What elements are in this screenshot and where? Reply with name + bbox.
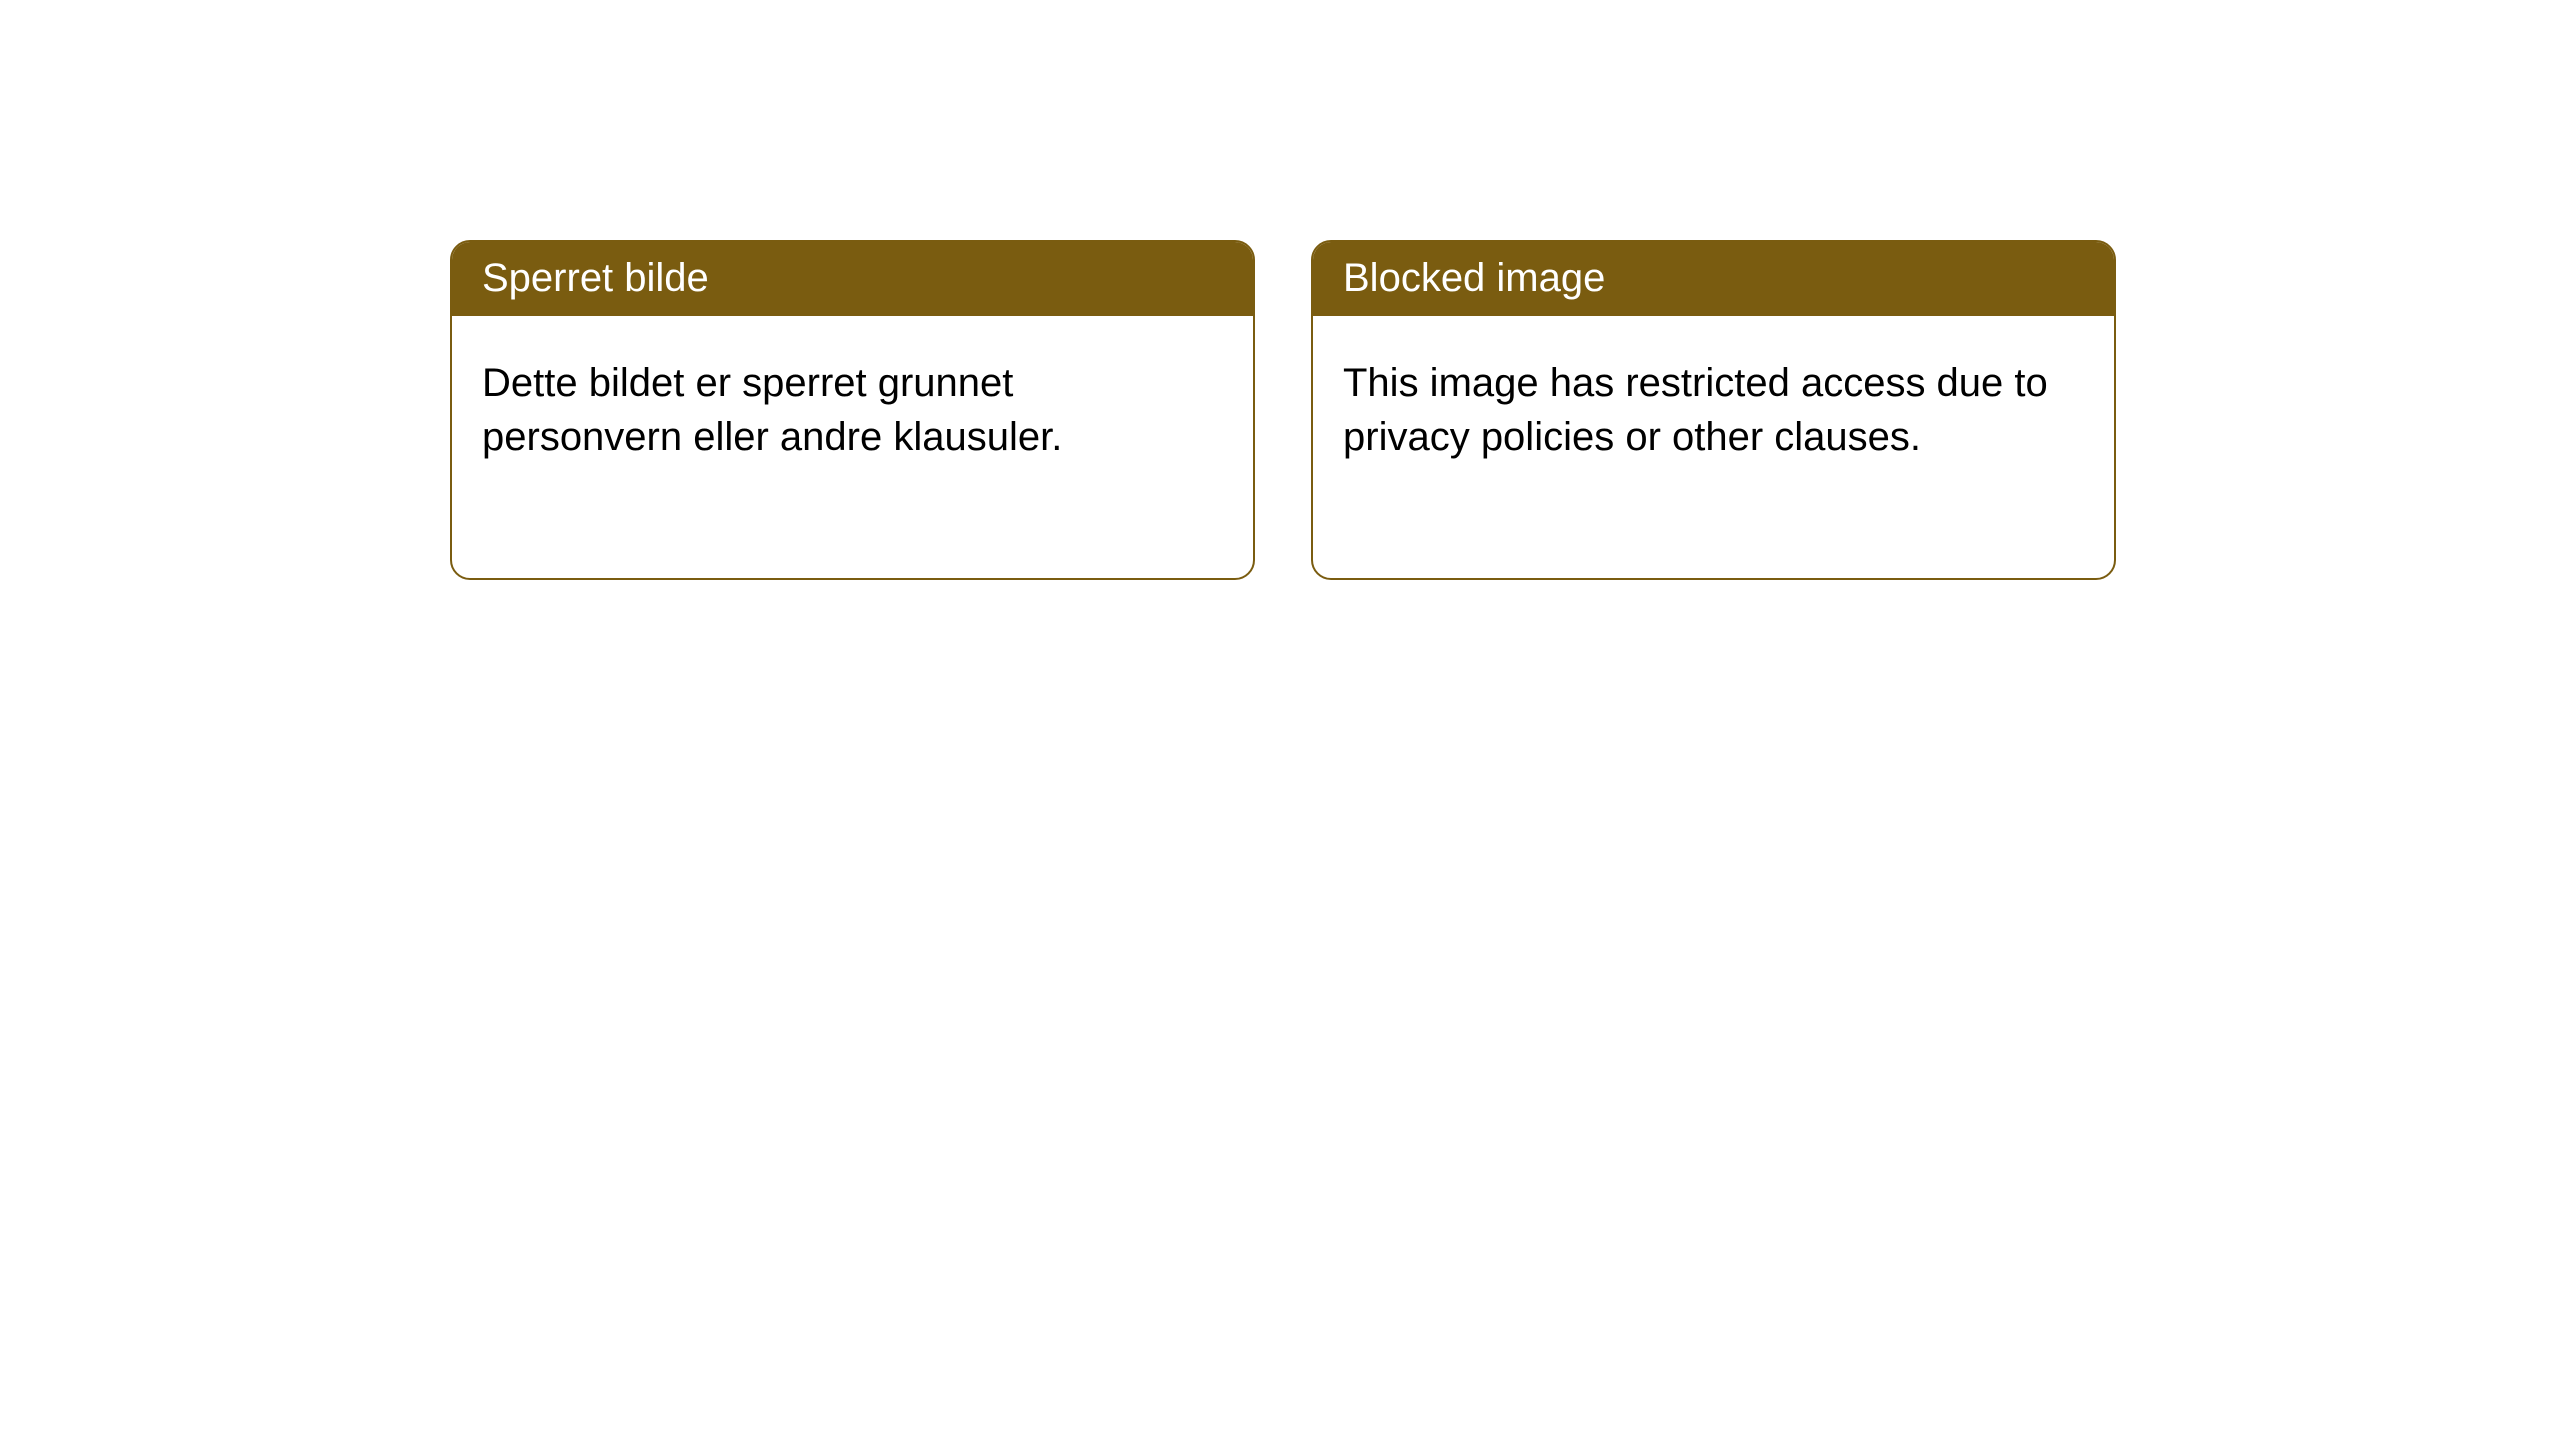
blocked-image-card-norwegian: Sperret bilde Dette bildet er sperret gr… [450, 240, 1255, 580]
card-body-english: This image has restricted access due to … [1313, 316, 2114, 504]
card-body-norwegian: Dette bildet er sperret grunnet personve… [452, 316, 1253, 504]
blocked-image-card-english: Blocked image This image has restricted … [1311, 240, 2116, 580]
card-text-norwegian: Dette bildet er sperret grunnet personve… [482, 361, 1062, 459]
blocked-image-notice-container: Sperret bilde Dette bildet er sperret gr… [450, 240, 2116, 580]
card-text-english: This image has restricted access due to … [1343, 361, 2048, 459]
card-header-english: Blocked image [1313, 242, 2114, 316]
card-header-norwegian: Sperret bilde [452, 242, 1253, 316]
card-title-norwegian: Sperret bilde [482, 256, 709, 300]
card-title-english: Blocked image [1343, 256, 1605, 300]
